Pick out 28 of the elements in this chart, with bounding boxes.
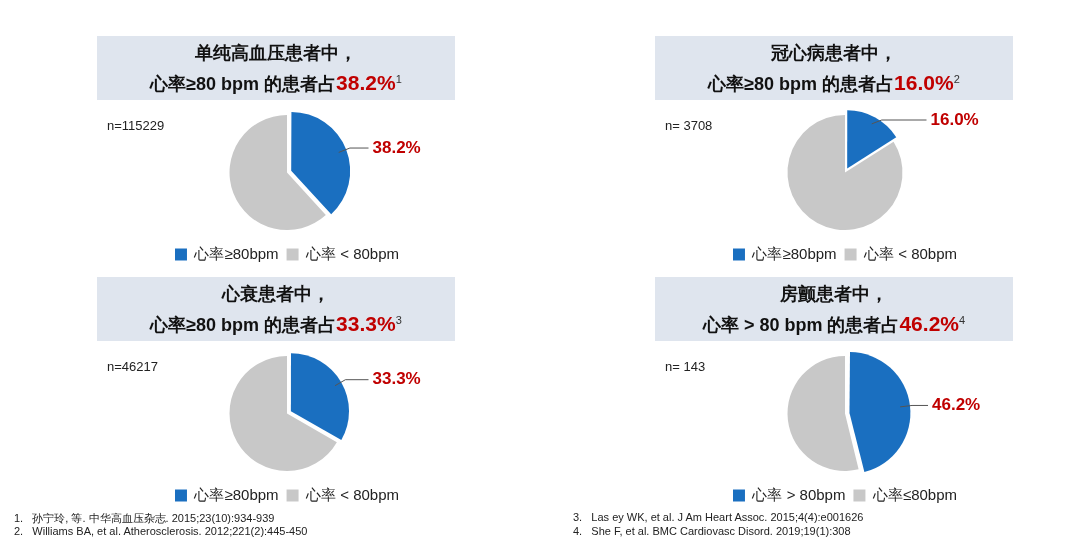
legend-label: 心率 < 80bpm [863, 244, 958, 262]
text: n= 3708 [665, 118, 713, 133]
text: 1. 孙宁玲, 等. 中华高血压杂志. 2015;23(10):934-939 [14, 511, 275, 526]
text: n= 143 [665, 359, 706, 374]
chart-title: 房颤患者中， [779, 283, 889, 306]
text: n=46217 [107, 359, 158, 374]
data-label: 16.0% [930, 109, 979, 129]
data-label: 46.2% [932, 395, 981, 415]
chart-title: 冠心病患者中， [770, 42, 898, 65]
data-label: 33.3% [372, 369, 421, 389]
legend-label: 心率≥80bpm [193, 244, 279, 262]
chart-title: 心衰患者中， [220, 283, 331, 306]
legend-label: 心率≥80bpm [751, 244, 837, 262]
legend-label: 心率≥80bpm [193, 485, 279, 503]
chart-subtitle: 心率≥80 bpm 的患者占38.2%$^{1}$ [148, 70, 403, 96]
chart-subtitle: 心率 > 80 bpm 的患者占46.2%$^{4}$ [701, 311, 967, 337]
legend-label: 心率 < 80bpm [305, 244, 400, 262]
text: 3. Las ey WK, et al. J Am Heart Assoc. 2015;4(4):e001626 [573, 511, 864, 523]
legend-label: 心率≤80bpm [871, 485, 958, 503]
legend-label: 心率 < 80bpm [305, 485, 400, 503]
chart-title: 单纯高血压患者中， [194, 42, 358, 65]
data-label: 38.2% [372, 137, 421, 157]
chart-subtitle: 心率≥80 bpm 的患者占33.3%$^{3}$ [148, 311, 403, 337]
legend-label: 心率 > 80bpm [751, 485, 846, 503]
text: n=115229 [107, 118, 165, 133]
chart-subtitle: 心率≥80 bpm 的患者占16.0%$^{2}$ [706, 70, 961, 96]
text: 4. She F, et al. BMC Cardiovasc Disord. 2019;19(1):308 [573, 525, 851, 537]
text: 2. Williams BA, et al. Atherosclerosis. 2012;221(2):445-450 [14, 525, 308, 537]
